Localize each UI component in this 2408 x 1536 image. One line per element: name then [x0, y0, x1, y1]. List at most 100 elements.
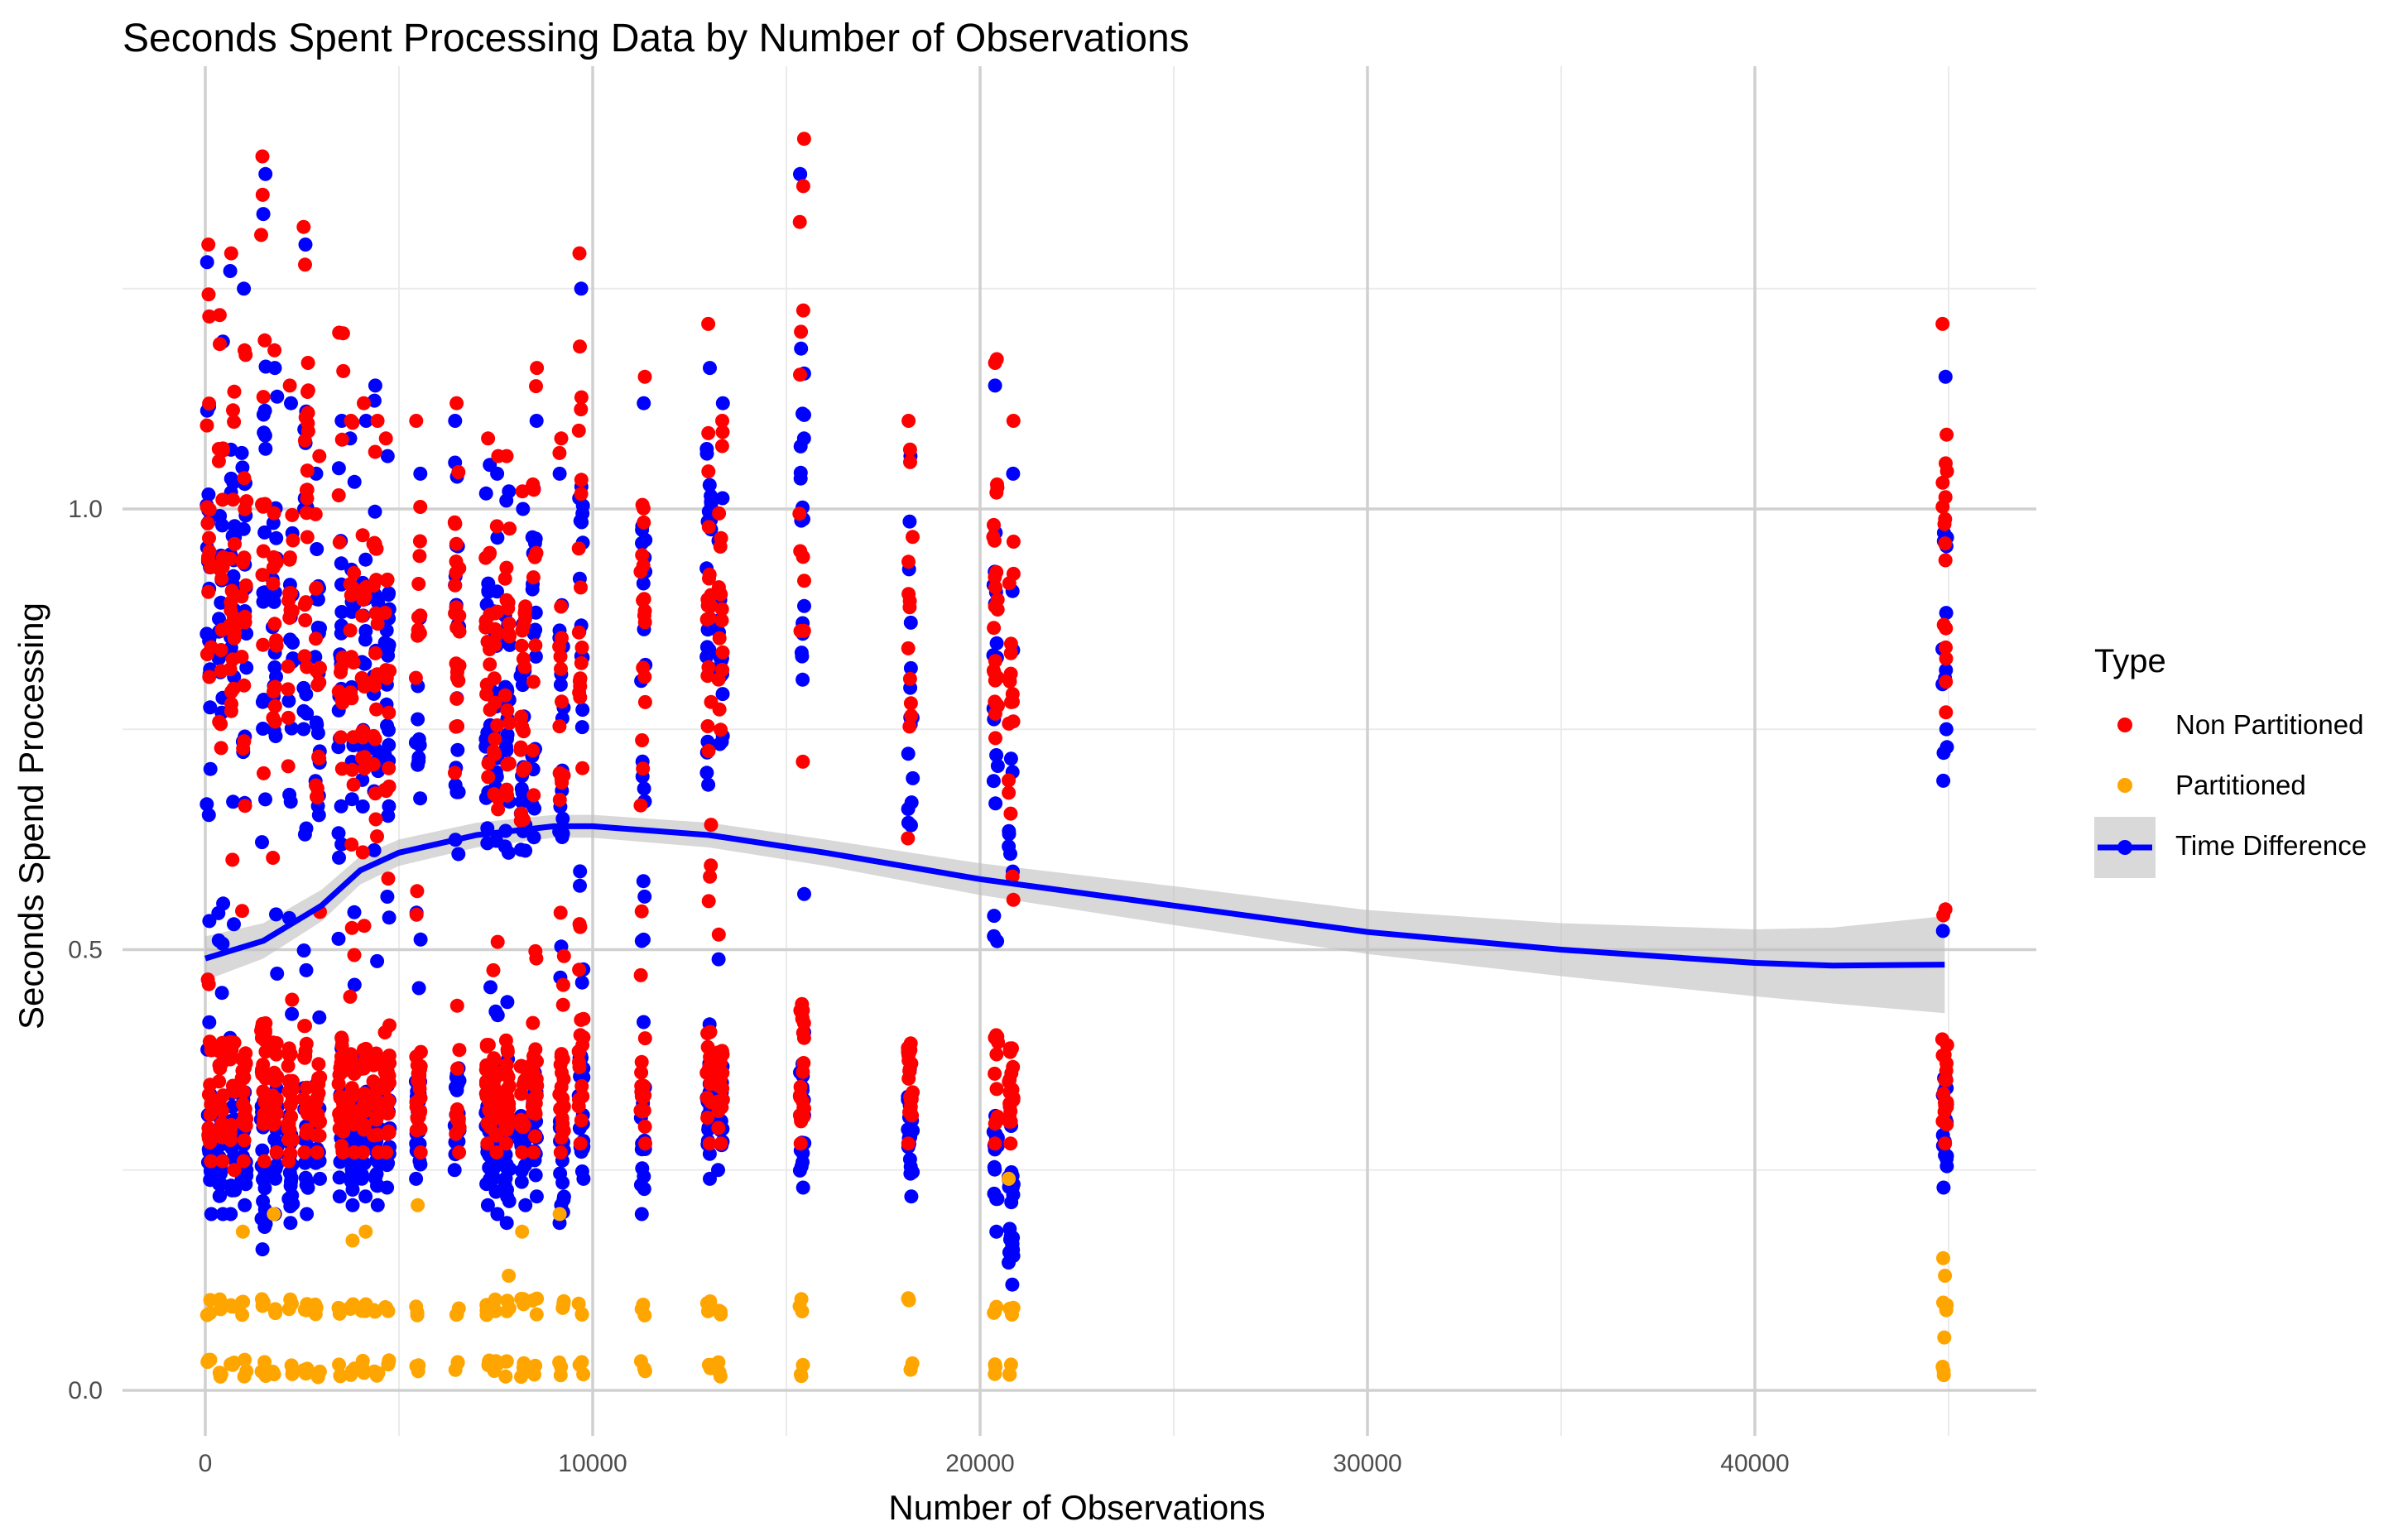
time-difference-point [497, 1178, 512, 1193]
non-partitioned-point [281, 710, 296, 725]
non-partitioned-point [368, 646, 382, 660]
non-partitioned-point [637, 694, 652, 709]
non-partitioned-point [283, 1097, 298, 1112]
time-difference-point [284, 1174, 298, 1189]
time-difference-point [447, 1163, 462, 1178]
non-partitioned-point [344, 414, 358, 428]
time-difference-point [1004, 1249, 1019, 1263]
non-partitioned-point [449, 998, 464, 1013]
time-difference-point [226, 794, 241, 809]
non-partitioned-point [254, 1030, 269, 1045]
time-difference-point [987, 1186, 1002, 1201]
partitioned-point [526, 1361, 541, 1376]
non-partitioned-point [575, 1089, 590, 1104]
non-partitioned-point [282, 586, 297, 601]
partitioned-point [488, 1303, 502, 1318]
non-partitioned-point [410, 884, 425, 899]
partitioned-point [989, 1299, 1004, 1314]
non-partitioned-point [346, 582, 361, 596]
non-partitioned-point [379, 670, 394, 685]
non-partitioned-point [300, 383, 315, 398]
non-partitioned-point [1006, 1092, 1021, 1107]
non-partitioned-point [555, 775, 570, 790]
time-difference-point [499, 743, 514, 758]
time-difference-point [298, 238, 313, 252]
non-partitioned-point [212, 1074, 227, 1089]
time-difference-point [515, 678, 530, 693]
non-partitioned-point [486, 1096, 501, 1111]
non-partitioned-point [904, 708, 919, 723]
non-partitioned-point [555, 694, 569, 709]
non-partitioned-point [488, 637, 502, 652]
non-partitioned-point [480, 1136, 495, 1151]
non-partitioned-point [714, 613, 729, 628]
non-partitioned-point [633, 798, 648, 813]
non-partitioned-point [381, 1096, 396, 1111]
non-partitioned-point [488, 732, 502, 746]
points-layer [199, 132, 1954, 1385]
non-partitioned-point [237, 678, 252, 693]
x-tick-label: 10000 [558, 1450, 627, 1477]
non-partitioned-point [700, 1111, 715, 1126]
time-difference-point [239, 626, 254, 641]
time-difference-point [552, 466, 567, 481]
non-partitioned-point [447, 515, 462, 530]
non-partitioned-point [499, 1058, 514, 1073]
non-partitioned-point [635, 733, 650, 747]
time-difference-point [212, 1188, 227, 1203]
non-partitioned-point [308, 506, 323, 521]
non-partitioned-point [199, 647, 214, 661]
non-partitioned-point [988, 694, 1002, 709]
non-partitioned-point [380, 574, 394, 588]
y-tick-label: 1.0 [68, 496, 103, 523]
non-partitioned-point [487, 671, 502, 686]
time-difference-point [411, 981, 426, 996]
non-partitioned-point [202, 396, 217, 411]
non-partitioned-point [381, 1106, 396, 1121]
time-difference-point [794, 341, 809, 356]
non-partitioned-point [413, 500, 428, 514]
non-partitioned-point [369, 573, 383, 588]
time-difference-point [1004, 1195, 1019, 1210]
non-partitioned-point [355, 845, 370, 860]
time-difference-point [573, 878, 587, 893]
partitioned-point [795, 1304, 810, 1318]
non-partitioned-point [499, 449, 514, 463]
non-partitioned-point [1006, 535, 1021, 549]
non-partitioned-point [528, 943, 543, 958]
non-partitioned-point [344, 1047, 358, 1062]
partitioned-point [1002, 1366, 1017, 1381]
time-difference-point [223, 1207, 238, 1222]
non-partitioned-point [255, 149, 270, 164]
non-partitioned-point [411, 1111, 425, 1126]
time-difference-point [213, 509, 228, 523]
non-partitioned-point [370, 414, 385, 428]
non-partitioned-point [1006, 714, 1021, 729]
time-difference-point [487, 1171, 502, 1185]
time-difference-point [528, 605, 543, 620]
time-difference-point [902, 514, 917, 529]
non-partitioned-point [713, 1097, 728, 1112]
time-difference-point [906, 1164, 920, 1179]
non-partitioned-point [501, 626, 516, 641]
time-difference-point [715, 687, 730, 702]
non-partitioned-point [267, 343, 282, 358]
non-partitioned-point [256, 544, 271, 559]
non-partitioned-point [488, 1127, 503, 1142]
non-partitioned-point [214, 643, 228, 657]
non-partitioned-point [514, 638, 529, 653]
partitioned-point [312, 1364, 327, 1379]
non-partitioned-point [344, 838, 359, 852]
time-difference-point [312, 1010, 327, 1025]
non-partitioned-point [990, 477, 1004, 492]
time-difference-point [990, 759, 1005, 773]
non-partitioned-point [334, 432, 349, 447]
partitioned-point [199, 1308, 214, 1322]
non-partitioned-point [451, 674, 466, 688]
time-difference-point [490, 1207, 505, 1222]
non-partitioned-point [528, 1129, 542, 1144]
non-partitioned-point [201, 238, 216, 252]
time-difference-point [300, 706, 315, 721]
time-difference-point [989, 1224, 1004, 1239]
non-partitioned-point [223, 662, 238, 677]
